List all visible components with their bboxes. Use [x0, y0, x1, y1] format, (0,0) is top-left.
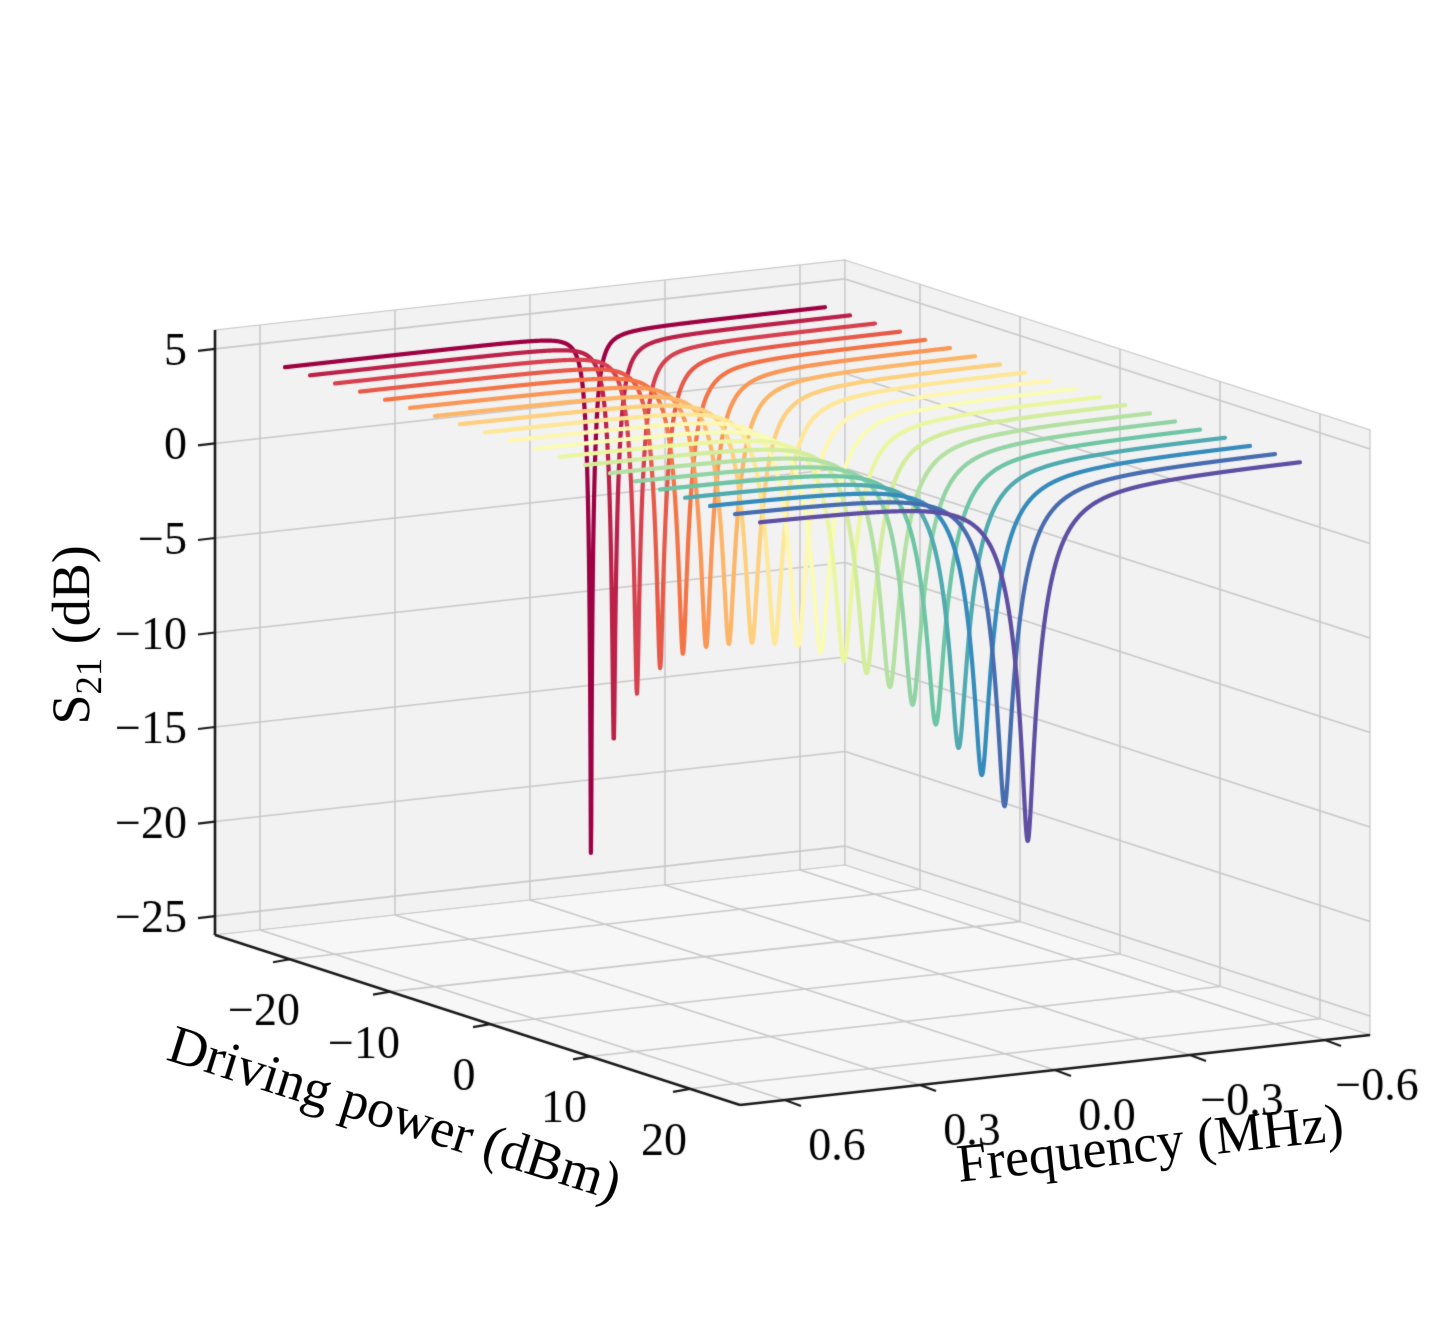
- s21-power-frequency-3d-figure: Driving power (dBm) Frequency (MHz) S21 …: [0, 0, 1440, 1324]
- plot-canvas: [0, 0, 1440, 1324]
